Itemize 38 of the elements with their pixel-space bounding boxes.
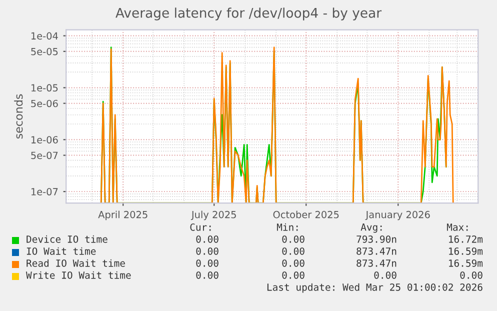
text: 873.47n: [356, 259, 396, 267]
y-tick-label: 5e-05: [31, 48, 58, 56]
y-tick-label: 1e-07: [31, 188, 58, 196]
text: 0.00: [282, 235, 304, 243]
text: 16.59m: [449, 247, 483, 255]
text: 16.72m: [449, 235, 483, 243]
text: Last update: Wed Mar 25 01:00:02 2026: [267, 283, 482, 293]
chart-title: Average latency for /dev/loop4 - by year: [116, 8, 382, 20]
legend-label: Device IO time: [26, 235, 108, 243]
text: 793.90n: [356, 235, 396, 243]
text: Min:: [276, 223, 298, 231]
y-tick-label: 5e-07: [31, 152, 58, 160]
x-tick-label: January 2026: [365, 210, 430, 220]
text: 0.00: [196, 235, 218, 243]
x-tick-label: July 2025: [190, 210, 236, 220]
legend-label: IO Wait time: [26, 247, 96, 255]
y-tick-label: 1e-05: [31, 84, 58, 92]
y-tick-label: 1e-04: [31, 32, 58, 40]
text: 0.00: [374, 271, 396, 279]
text: 0.00: [196, 247, 218, 255]
y-tick-label: 1e-06: [31, 136, 58, 144]
text: 0.00: [282, 259, 304, 267]
y-tick-label: 5e-06: [31, 100, 58, 108]
text: Avg:: [360, 224, 382, 233]
text: 0.00: [282, 271, 304, 279]
text: 0.00: [196, 271, 218, 279]
text: 0.00: [196, 259, 218, 267]
y-axis-title: seconds: [14, 94, 23, 139]
legend-label: Read IO Wait time: [26, 259, 125, 267]
text: Max:: [446, 224, 468, 231]
x-tick-label: April 2025: [98, 210, 148, 220]
x-tick-label: October 2025: [273, 210, 339, 218]
text: 16.59m: [449, 259, 483, 267]
text: 0.00: [282, 247, 304, 255]
legend-label: Write IO Wait time: [26, 271, 131, 279]
text: 0.00: [460, 271, 482, 279]
text: Cur:: [190, 223, 211, 231]
text: 873.47n: [356, 247, 396, 255]
